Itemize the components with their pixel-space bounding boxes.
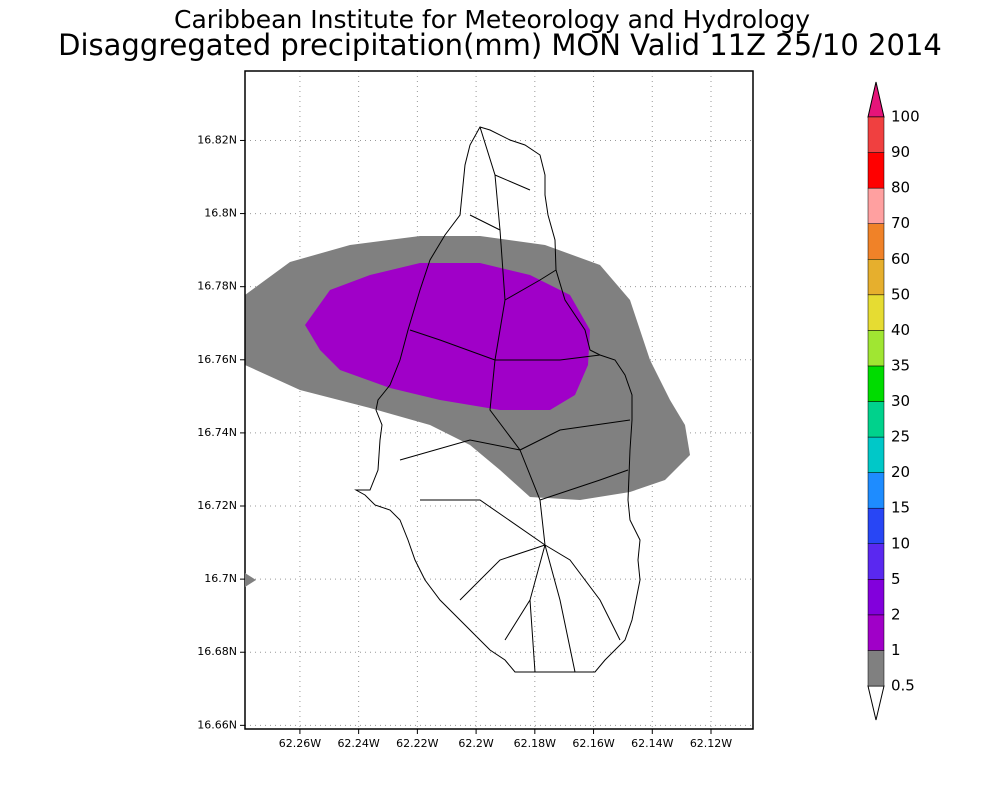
precip-field — [245, 236, 690, 500]
colorbar-band — [867, 187, 885, 224]
colorbar-band — [867, 152, 885, 189]
colorbar-label: 5 — [891, 570, 901, 588]
contour-1 — [305, 263, 590, 410]
colorbar-band — [867, 650, 885, 687]
y-tick-label: 16.74N — [197, 426, 237, 439]
x-tick-label: 62.2W — [458, 737, 493, 750]
y-tick-label: 16.8N — [204, 207, 237, 220]
colorbar-band — [867, 116, 885, 153]
colorbar-label: 70 — [891, 214, 910, 232]
island — [354, 126, 641, 673]
x-tick-label: 62.24W — [337, 737, 379, 750]
colorbar-label: 35 — [891, 356, 910, 374]
title: Caribbean Institute for Meteorology and … — [174, 5, 810, 34]
colorbar-high — [867, 81, 885, 118]
colorbar-label: 1 — [891, 641, 901, 659]
colorbar-label: 40 — [891, 321, 910, 339]
x-tick-label: 62.22W — [396, 737, 438, 750]
y-tick-label: 16.82N — [197, 133, 237, 146]
colorbar-band — [867, 330, 885, 367]
cursor-marker — [245, 573, 256, 587]
subtitle: Disaggregated precipitation(mm) MON Vali… — [58, 28, 942, 62]
y-tick-label: 16.66N — [197, 718, 237, 731]
y-tick-label: 16.68N — [197, 645, 237, 658]
colorbar-label: 100 — [891, 108, 920, 126]
colorbar-band — [867, 543, 885, 580]
map-frame — [244, 70, 754, 730]
y-tick-label: 16.76N — [197, 353, 237, 366]
colorbar-band — [867, 507, 885, 544]
y-tick-label: 16.78N — [197, 280, 237, 293]
x-tick-label: 62.12W — [690, 737, 732, 750]
colorbar-band — [867, 365, 885, 402]
colorbar-label: 25 — [891, 428, 910, 446]
colorbar-band — [867, 401, 885, 438]
x-tick-label: 62.18W — [514, 737, 556, 750]
colorbar-band — [867, 223, 885, 260]
x-tick-label: 62.14W — [631, 737, 673, 750]
colorbar-label: 10 — [891, 534, 910, 552]
colorbar-band — [867, 614, 885, 651]
colorbar-label: 30 — [891, 392, 910, 410]
colorbar-label: 15 — [891, 499, 910, 517]
colorbar-band — [867, 472, 885, 509]
x-tick-label: 62.16W — [572, 737, 614, 750]
colorbar-label: 90 — [891, 143, 910, 161]
y-tick-label: 16.72N — [197, 499, 237, 512]
colorbar-label: 50 — [891, 285, 910, 303]
colorbar-band — [867, 436, 885, 473]
colorbar-band — [867, 294, 885, 331]
x-tick-label: 62.26W — [279, 737, 321, 750]
colorbar-label: 60 — [891, 250, 910, 268]
rivers — [399, 126, 631, 673]
colorbar-band — [867, 579, 885, 616]
y-tick-label: 16.7N — [204, 572, 237, 585]
colorbar-band — [867, 259, 885, 296]
colorbar-low — [867, 685, 885, 721]
coastline — [354, 126, 641, 673]
colorbar-label: 80 — [891, 179, 910, 197]
colorbar-label: 0.5 — [891, 677, 915, 695]
colorbar-label: 20 — [891, 463, 910, 481]
axes: 16.66N 16.68N 16.7N 16.72N 16.74N 16.76N 16.78… — [197, 133, 732, 750]
colorbar-label: 2 — [891, 605, 901, 623]
